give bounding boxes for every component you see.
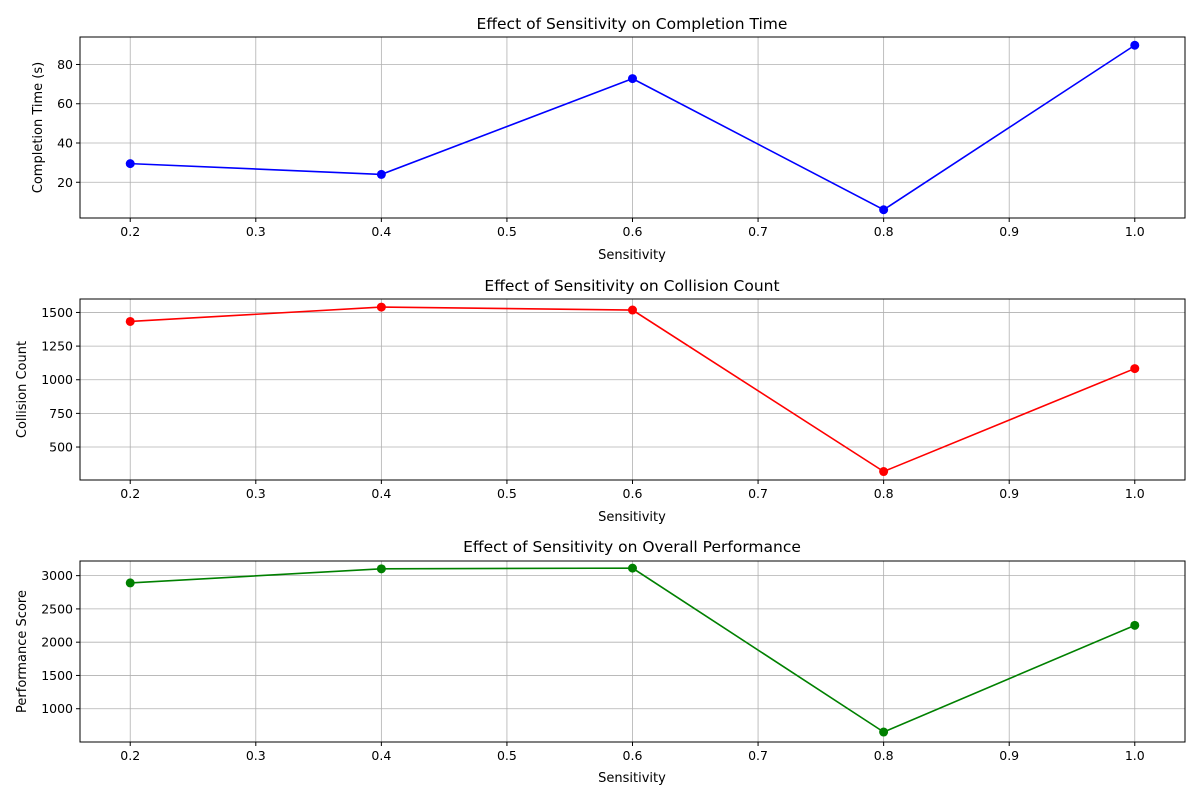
chart-title: Effect of Sensitivity on Completion Time xyxy=(477,15,788,33)
data-point xyxy=(879,467,889,477)
data-point xyxy=(1130,364,1140,374)
x-tick-label: 0.5 xyxy=(497,224,517,239)
x-tick-label: 0.9 xyxy=(999,486,1019,501)
series-overall-performance xyxy=(125,563,1140,737)
subplot-completion-time: Effect of Sensitivity on Completion Time… xyxy=(31,15,1186,263)
y-tick-label: 1000 xyxy=(41,372,73,387)
x-tick-label: 0.3 xyxy=(246,224,266,239)
data-point xyxy=(879,205,889,215)
data-point xyxy=(125,316,135,326)
x-tick-label: 0.8 xyxy=(874,486,894,501)
grid xyxy=(80,299,1185,480)
y-tick-label: 3000 xyxy=(41,568,73,583)
series-completion-time xyxy=(125,40,1140,215)
y-tick-label: 2000 xyxy=(41,635,73,650)
chart-title: Effect of Sensitivity on Overall Perform… xyxy=(463,538,801,556)
x-tick-label: 0.3 xyxy=(246,748,266,763)
data-point xyxy=(125,159,135,169)
data-point xyxy=(1130,40,1140,50)
subplot-overall-performance: Effect of Sensitivity on Overall Perform… xyxy=(15,538,1186,786)
axis-ticks: 0.2 0.3 0.4 0.5 0.6 0.7 0.8 0.9 1.0 1000 1500 2000 2… xyxy=(41,568,1145,763)
data-point xyxy=(628,74,637,84)
data-point xyxy=(376,302,386,312)
x-tick-label: 0.2 xyxy=(120,224,140,239)
x-tick-label: 1.0 xyxy=(1125,224,1145,239)
x-tick-label: 1.0 xyxy=(1125,748,1145,763)
x-tick-label: 0.4 xyxy=(371,748,391,763)
data-point xyxy=(1130,620,1140,630)
y-tick-label: 1250 xyxy=(41,339,73,354)
axis-ticks: 0.2 0.3 0.4 0.5 0.6 0.7 0.8 0.9 1.0 500 750 1000 125… xyxy=(41,305,1145,501)
subplot-collision-count: Effect of Sensitivity on Collision Count… xyxy=(15,277,1186,525)
x-tick-label: 0.7 xyxy=(748,224,768,239)
y-tick-label: 80 xyxy=(57,57,73,72)
x-tick-label: 0.9 xyxy=(999,224,1019,239)
y-tick-label: 1500 xyxy=(41,305,73,320)
x-tick-label: 0.8 xyxy=(874,748,894,763)
x-tick-label: 0.6 xyxy=(623,486,643,501)
y-tick-label: 750 xyxy=(49,406,73,421)
x-tick-label: 0.5 xyxy=(497,748,517,763)
x-tick-label: 0.6 xyxy=(623,748,643,763)
y-tick-label: 2500 xyxy=(41,601,73,616)
x-axis-label: Sensitivity xyxy=(598,771,666,786)
grid xyxy=(80,37,1185,218)
data-point xyxy=(628,305,637,315)
axis-ticks: 0.2 0.3 0.4 0.5 0.6 0.7 0.8 0.9 1.0 20 40 60 80 xyxy=(57,57,1145,239)
x-tick-label: 0.5 xyxy=(497,486,517,501)
data-point xyxy=(376,169,386,179)
series-collision-count xyxy=(125,302,1140,477)
x-axis-label: Sensitivity xyxy=(598,510,666,525)
x-tick-label: 0.2 xyxy=(120,486,140,501)
x-tick-label: 0.8 xyxy=(874,224,894,239)
y-tick-label: 1000 xyxy=(41,701,73,716)
chart-title: Effect of Sensitivity on Collision Count xyxy=(484,277,779,295)
y-axis-label: Completion Time (s) xyxy=(31,62,46,193)
x-tick-label: 1.0 xyxy=(1125,486,1145,501)
x-tick-label: 0.3 xyxy=(246,486,266,501)
data-point xyxy=(376,564,386,574)
x-tick-label: 0.9 xyxy=(999,748,1019,763)
x-tick-label: 0.2 xyxy=(120,748,140,763)
y-tick-label: 1500 xyxy=(41,668,73,683)
x-tick-label: 0.4 xyxy=(371,486,391,501)
x-tick-label: 0.4 xyxy=(371,224,391,239)
x-tick-label: 0.6 xyxy=(623,224,643,239)
y-tick-label: 60 xyxy=(57,96,73,111)
data-point xyxy=(879,727,889,737)
data-point xyxy=(125,578,135,588)
x-tick-label: 0.7 xyxy=(748,748,768,763)
y-axis-label: Collision Count xyxy=(15,341,30,438)
x-tick-label: 0.7 xyxy=(748,486,768,501)
y-tick-label: 500 xyxy=(49,440,73,455)
y-axis-label: Performance Score xyxy=(15,590,30,713)
x-axis-label: Sensitivity xyxy=(598,248,666,263)
data-point xyxy=(628,563,637,573)
y-tick-label: 20 xyxy=(57,175,73,190)
y-tick-label: 40 xyxy=(57,136,73,151)
